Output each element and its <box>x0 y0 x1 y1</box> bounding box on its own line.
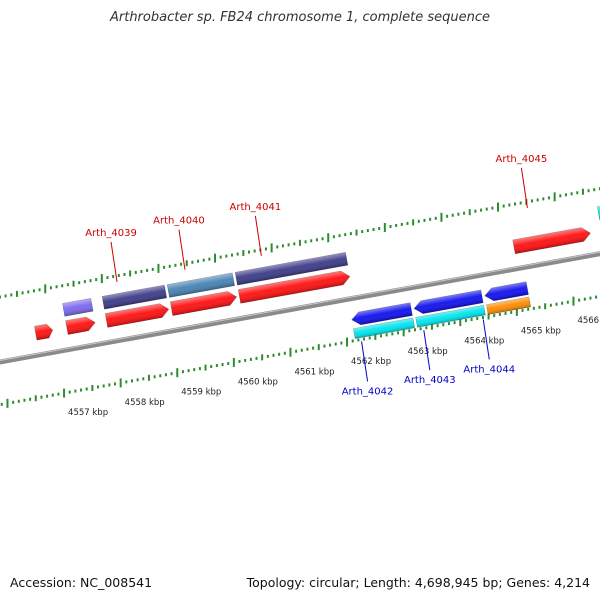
feature-cds_fwd-1[interactable] <box>65 316 97 335</box>
feature-cds_fwd-2[interactable] <box>104 302 170 328</box>
gene-leader-line <box>361 341 369 382</box>
feature-cds_rev-14[interactable] <box>484 281 529 302</box>
feature-gloss <box>235 252 348 286</box>
feature-type_fwd-11[interactable] <box>597 191 600 221</box>
feature-cds_fwd-5[interactable] <box>512 226 592 255</box>
gene-leader-line <box>110 241 118 283</box>
feature-cds_fwd-3[interactable] <box>169 290 238 316</box>
feature-type_fwd-7[interactable] <box>62 298 94 317</box>
feature-gloss <box>351 302 413 325</box>
backbone-line <box>0 251 600 365</box>
feature-type_fwd-9[interactable] <box>166 272 235 298</box>
feature-gloss <box>62 298 94 317</box>
feature-cds_rev-12[interactable] <box>351 302 413 327</box>
scale-label: 4563 kbp <box>408 347 448 357</box>
map-title: Arthrobacter sp. FB24 chromosome 1, comp… <box>109 10 491 25</box>
feature-gloss <box>353 317 415 339</box>
topology-text: Topology: circular; Length: 4,698,945 bp… <box>246 575 590 590</box>
gene-label[interactable]: Arth_4043 <box>404 375 456 386</box>
feature-type_rev-16[interactable] <box>415 304 486 328</box>
scale-label: 4562 kbp <box>351 357 391 367</box>
feature-cds_rev-13[interactable] <box>413 289 484 315</box>
scale-label: 4558 kbp <box>125 398 165 408</box>
accession-text: Accession: NC_008541 <box>10 575 153 590</box>
scale-label: 4557 kbp <box>68 408 108 418</box>
gene-label[interactable]: Arth_4045 <box>496 154 548 165</box>
scale-label: 4565 kbp <box>521 326 561 336</box>
backbone-highlight <box>0 251 600 361</box>
feature-gloss <box>105 303 169 328</box>
feature-gloss <box>512 227 591 254</box>
feature-gloss <box>102 285 167 310</box>
feature-type_rev-17[interactable] <box>486 296 532 315</box>
feature-gloss <box>170 291 237 316</box>
gene-leader-line <box>178 229 186 270</box>
gene-leader-line <box>482 319 490 360</box>
gene-leader-line <box>520 167 528 208</box>
scale-label: 4559 kbp <box>181 388 221 398</box>
tick-layer <box>0 187 600 408</box>
feature-gloss <box>415 305 486 328</box>
feature-gloss <box>34 324 53 341</box>
gene-leader-line <box>423 330 431 371</box>
scale-label: 4564 kbp <box>464 337 504 347</box>
feature-shape <box>597 191 600 221</box>
gene-label[interactable]: Arth_4039 <box>85 228 137 239</box>
feature-gloss <box>167 272 235 298</box>
feature-gloss <box>484 281 529 301</box>
feature-gloss <box>238 271 350 304</box>
feature-gloss <box>414 289 484 314</box>
feature-type_fwd-10[interactable] <box>234 252 349 286</box>
scale-label: 4566 kbp <box>577 316 600 326</box>
feature-layer <box>34 191 600 341</box>
feature-cds_fwd-4[interactable] <box>237 270 351 304</box>
feature-cds_fwd-0[interactable] <box>34 323 54 341</box>
gene-leader-line <box>254 215 262 256</box>
gene-label[interactable]: Arth_4044 <box>463 364 515 375</box>
feature-gloss <box>486 297 531 315</box>
feature-type_rev-15[interactable] <box>353 317 415 339</box>
feature-type_fwd-8[interactable] <box>101 284 168 310</box>
scale-label: 4560 kbp <box>238 377 278 387</box>
track-layer <box>0 251 600 365</box>
gene-label[interactable]: Arth_4040 <box>153 216 205 227</box>
gene-label[interactable]: Arth_4041 <box>230 202 282 213</box>
feature-gloss <box>65 317 96 335</box>
label-layer: 4557 kbp 4558 kbp 4559 kbp 4560 kbp 4561 kbp… <box>68 154 600 418</box>
gene-label[interactable]: Arth_4042 <box>342 386 394 397</box>
scale-label: 4561 kbp <box>294 367 334 377</box>
